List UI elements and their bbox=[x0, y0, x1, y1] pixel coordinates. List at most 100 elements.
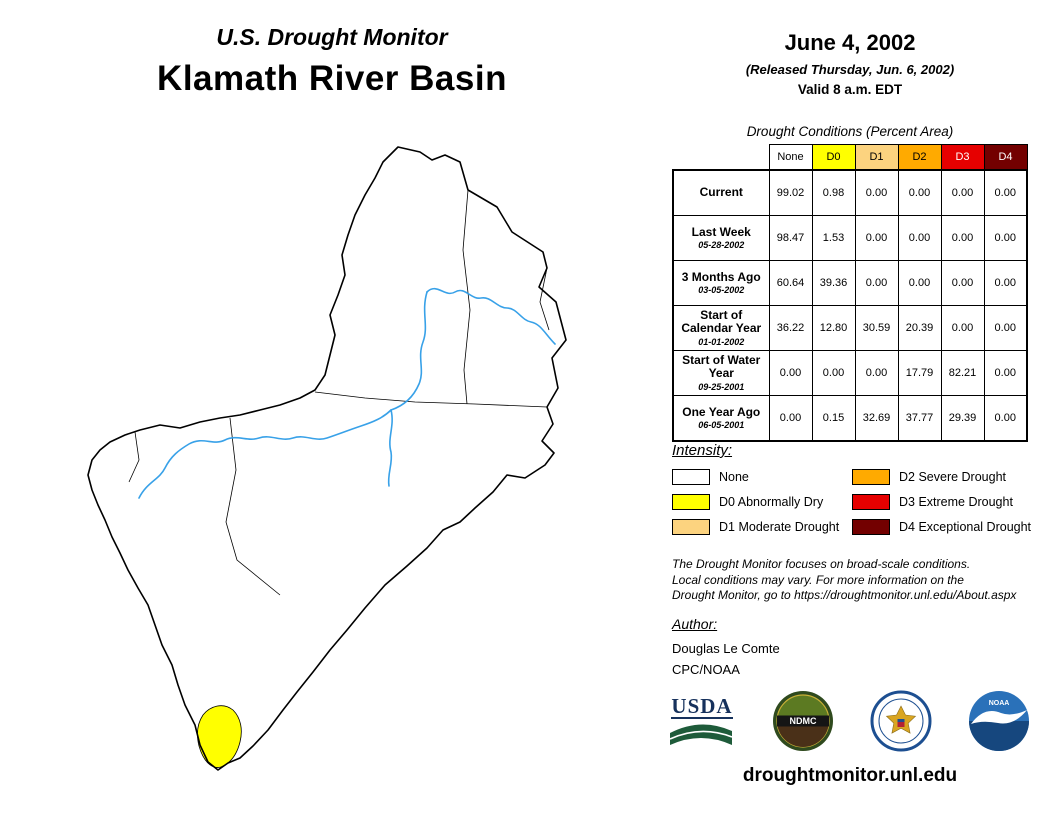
author-name: Douglas Le Comte bbox=[672, 641, 780, 656]
title-block: U.S. Drought Monitor Klamath River Basin bbox=[58, 24, 606, 99]
table-cell: 0.00 bbox=[940, 305, 985, 351]
table-cell: 36.22 bbox=[768, 305, 813, 351]
table-cell: 0.00 bbox=[983, 395, 1028, 442]
table-cell: 20.39 bbox=[897, 305, 942, 351]
author-org: CPC/NOAA bbox=[672, 662, 740, 677]
disclaimer-text: The Drought Monitor focuses on broad-sca… bbox=[672, 557, 1017, 603]
table-row-last-week: Last Week 05-28-2002 98.47 1.53 0.00 0.00… bbox=[672, 215, 1028, 261]
table-row-3-months-ago: 3 Months Ago 03-05-2002 60.64 39.36 0.00 … bbox=[672, 260, 1028, 306]
author-block: Author: Douglas Le Comte CPC/NOAA bbox=[672, 616, 780, 677]
table-cell: 39.36 bbox=[811, 260, 856, 306]
d0-region bbox=[196, 705, 242, 768]
column-header-d3: D3 bbox=[940, 144, 985, 171]
table-cell: 12.80 bbox=[811, 305, 856, 351]
table-cell: 0.00 bbox=[983, 305, 1028, 351]
table-corner-cell bbox=[673, 144, 769, 170]
column-header-d2: D2 bbox=[897, 144, 942, 171]
table-cell: 0.00 bbox=[897, 169, 942, 216]
row-label: 3 Months Ago 03-05-2002 bbox=[672, 260, 770, 306]
table-cell: 1.53 bbox=[811, 215, 856, 261]
table-cell: 82.21 bbox=[940, 350, 985, 396]
table-cell: 17.79 bbox=[897, 350, 942, 396]
klamath-basin-map bbox=[87, 146, 567, 771]
none-swatch bbox=[672, 468, 710, 485]
table-cell: 0.00 bbox=[768, 395, 813, 442]
table-cell: 32.69 bbox=[854, 395, 899, 442]
legend-item-d4: D4 Exceptional Drought bbox=[852, 518, 1031, 535]
date-block: June 4, 2002 (Released Thursday, Jun. 6,… bbox=[672, 30, 1028, 97]
table-cell: 0.00 bbox=[983, 215, 1028, 261]
table-cell: 0.98 bbox=[811, 169, 856, 216]
svg-text:NDMC: NDMC bbox=[790, 716, 817, 726]
table-row-current: Current 99.02 0.98 0.00 0.00 0.00 0.00 bbox=[672, 169, 1028, 216]
drought-table-block: Drought Conditions (Percent Area) None D… bbox=[672, 124, 1028, 442]
agency-logos: USDA NDMC NOAA bbox=[668, 690, 1030, 752]
table-row-one-year-ago: One Year Ago 06-05-2001 0.00 0.15 32.69 3… bbox=[672, 395, 1028, 442]
column-header-none: None bbox=[768, 144, 813, 171]
usda-logo: USDA bbox=[668, 695, 736, 747]
table-cell: 0.00 bbox=[897, 215, 942, 261]
d3-swatch bbox=[852, 493, 890, 510]
table-row-start-water-year: Start of Water Year 09-25-2001 0.00 0.00 … bbox=[672, 350, 1028, 396]
table-cell: 0.00 bbox=[983, 350, 1028, 396]
valid-time: Valid 8 a.m. EDT bbox=[797, 82, 903, 97]
klamath-river bbox=[138, 287, 556, 499]
table-cell: 0.00 bbox=[768, 350, 813, 396]
table-cell: 0.00 bbox=[940, 215, 985, 261]
table-cell: 0.00 bbox=[811, 350, 856, 396]
row-label: Last Week 05-28-2002 bbox=[672, 215, 770, 261]
row-label: Start of Calendar Year 01-01-2002 bbox=[672, 305, 770, 351]
author-heading: Author: bbox=[672, 616, 718, 632]
table-cell: 37.77 bbox=[897, 395, 942, 442]
monitor-title: U.S. Drought Monitor bbox=[216, 24, 448, 50]
table-cell: 99.02 bbox=[768, 169, 813, 216]
basin-title: Klamath River Basin bbox=[157, 59, 507, 98]
legend-item-none: None bbox=[672, 468, 852, 485]
noaa-logo: NOAA bbox=[969, 691, 1029, 751]
legend-item-d3: D3 Extreme Drought bbox=[852, 493, 1031, 510]
legend-item-d0: D0 Abnormally Dry bbox=[672, 493, 852, 510]
table-row-start-calendar-year: Start of Calendar Year 01-01-2002 36.22 1… bbox=[672, 305, 1028, 351]
d4-swatch bbox=[852, 518, 890, 535]
d2-swatch bbox=[852, 468, 890, 485]
county-lines bbox=[128, 189, 550, 596]
table-cell: 0.00 bbox=[897, 260, 942, 306]
table-cell: 0.00 bbox=[854, 260, 899, 306]
column-header-d1: D1 bbox=[854, 144, 899, 171]
legend-item-d2: D2 Severe Drought bbox=[852, 468, 1031, 485]
table-cell: 29.39 bbox=[940, 395, 985, 442]
legend-item-d1: D1 Moderate Drought bbox=[672, 518, 852, 535]
table-cell: 98.47 bbox=[768, 215, 813, 261]
droughtmonitor-url: droughtmonitor.unl.edu bbox=[742, 765, 958, 786]
table-cell: 30.59 bbox=[854, 305, 899, 351]
column-header-d4: D4 bbox=[983, 144, 1028, 171]
table-cell: 0.00 bbox=[854, 169, 899, 216]
commerce-seal-logo bbox=[870, 690, 932, 752]
row-label: One Year Ago 06-05-2001 bbox=[672, 395, 770, 442]
table-cell: 0.15 bbox=[811, 395, 856, 442]
table-cell: 0.00 bbox=[854, 215, 899, 261]
basin-outline bbox=[87, 146, 567, 771]
table-cell: 0.00 bbox=[983, 260, 1028, 306]
row-label: Start of Water Year 09-25-2001 bbox=[672, 350, 770, 396]
d0-swatch bbox=[672, 493, 710, 510]
table-header-row: None D0 D1 D2 D3 D4 bbox=[673, 144, 1028, 171]
table-cell: 0.00 bbox=[940, 260, 985, 306]
table-cell: 60.64 bbox=[768, 260, 813, 306]
table-title: Drought Conditions (Percent Area) bbox=[746, 124, 954, 139]
table-cell: 0.00 bbox=[983, 169, 1028, 216]
report-date: June 4, 2002 bbox=[784, 30, 916, 55]
svg-text:NOAA: NOAA bbox=[989, 700, 1010, 707]
column-header-d0: D0 bbox=[811, 144, 856, 171]
row-label: Current bbox=[672, 169, 770, 216]
table-cell: 0.00 bbox=[940, 169, 985, 216]
ndmc-logo: NDMC bbox=[773, 691, 833, 751]
table-cell: 0.00 bbox=[854, 350, 899, 396]
released-date: (Released Thursday, Jun. 6, 2002) bbox=[745, 62, 955, 77]
drought-conditions-table: None D0 D1 D2 D3 D4 Current 99.02 0.98 0… bbox=[672, 144, 1028, 442]
legend-title: Intensity: bbox=[672, 442, 733, 459]
d1-swatch bbox=[672, 518, 710, 535]
usda-field-icon bbox=[669, 724, 733, 746]
intensity-legend: Intensity: None D0 Abnormally Dry D1 Mod… bbox=[672, 442, 1034, 535]
